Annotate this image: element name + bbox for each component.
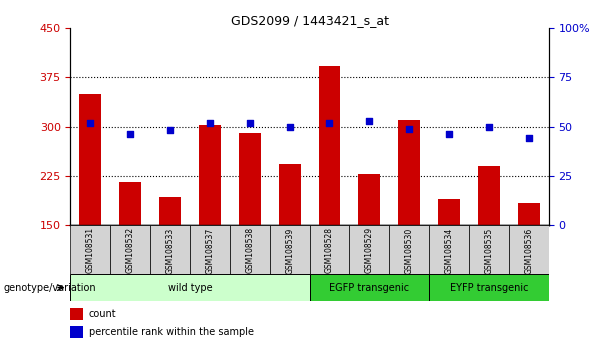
- Point: [245, 120, 255, 125]
- Text: GSM108528: GSM108528: [325, 227, 334, 273]
- Text: GSM108536: GSM108536: [524, 227, 533, 274]
- Bar: [389, 225, 429, 274]
- Bar: [438, 199, 460, 225]
- Bar: [319, 66, 340, 225]
- Bar: [70, 308, 83, 320]
- Bar: [429, 274, 549, 301]
- Point: [166, 128, 175, 133]
- Bar: [80, 94, 101, 225]
- Text: GSM108531: GSM108531: [86, 227, 95, 273]
- Bar: [239, 133, 261, 225]
- Text: percentile rank within the sample: percentile rank within the sample: [89, 327, 254, 337]
- Point: [484, 124, 494, 129]
- Text: GSM108535: GSM108535: [484, 227, 493, 274]
- Bar: [70, 225, 110, 274]
- Bar: [120, 182, 141, 225]
- Bar: [270, 225, 310, 274]
- Bar: [110, 225, 150, 274]
- Point: [125, 132, 135, 137]
- Bar: [469, 225, 509, 274]
- Text: EYFP transgenic: EYFP transgenic: [449, 282, 528, 293]
- Point: [524, 136, 533, 141]
- Text: genotype/variation: genotype/variation: [3, 282, 96, 293]
- Text: GSM108538: GSM108538: [245, 227, 254, 273]
- Text: count: count: [89, 309, 116, 319]
- Bar: [349, 225, 389, 274]
- Point: [205, 120, 215, 125]
- Bar: [310, 274, 429, 301]
- Bar: [230, 225, 270, 274]
- Bar: [70, 274, 310, 301]
- Point: [325, 120, 335, 125]
- Bar: [429, 225, 469, 274]
- Text: GSM108534: GSM108534: [444, 227, 454, 274]
- Bar: [150, 225, 190, 274]
- Bar: [518, 203, 539, 225]
- Point: [364, 118, 374, 124]
- Text: GSM108539: GSM108539: [285, 227, 294, 274]
- Bar: [398, 120, 420, 225]
- Point: [405, 126, 414, 131]
- Text: GSM108530: GSM108530: [405, 227, 414, 274]
- Bar: [70, 326, 83, 338]
- Point: [284, 124, 294, 129]
- Bar: [159, 196, 181, 225]
- Text: EGFP transgenic: EGFP transgenic: [329, 282, 409, 293]
- Bar: [310, 225, 349, 274]
- Text: GSM108529: GSM108529: [365, 227, 374, 273]
- Title: GDS2099 / 1443421_s_at: GDS2099 / 1443421_s_at: [230, 14, 389, 27]
- Bar: [199, 125, 221, 225]
- Bar: [359, 174, 380, 225]
- Point: [86, 120, 96, 125]
- Bar: [509, 225, 549, 274]
- Text: GSM108532: GSM108532: [126, 227, 135, 273]
- Point: [444, 132, 454, 137]
- Text: wild type: wild type: [168, 282, 212, 293]
- Text: GSM108537: GSM108537: [205, 227, 215, 274]
- Text: GSM108533: GSM108533: [166, 227, 175, 274]
- Bar: [190, 225, 230, 274]
- Bar: [279, 164, 300, 225]
- Bar: [478, 166, 500, 225]
